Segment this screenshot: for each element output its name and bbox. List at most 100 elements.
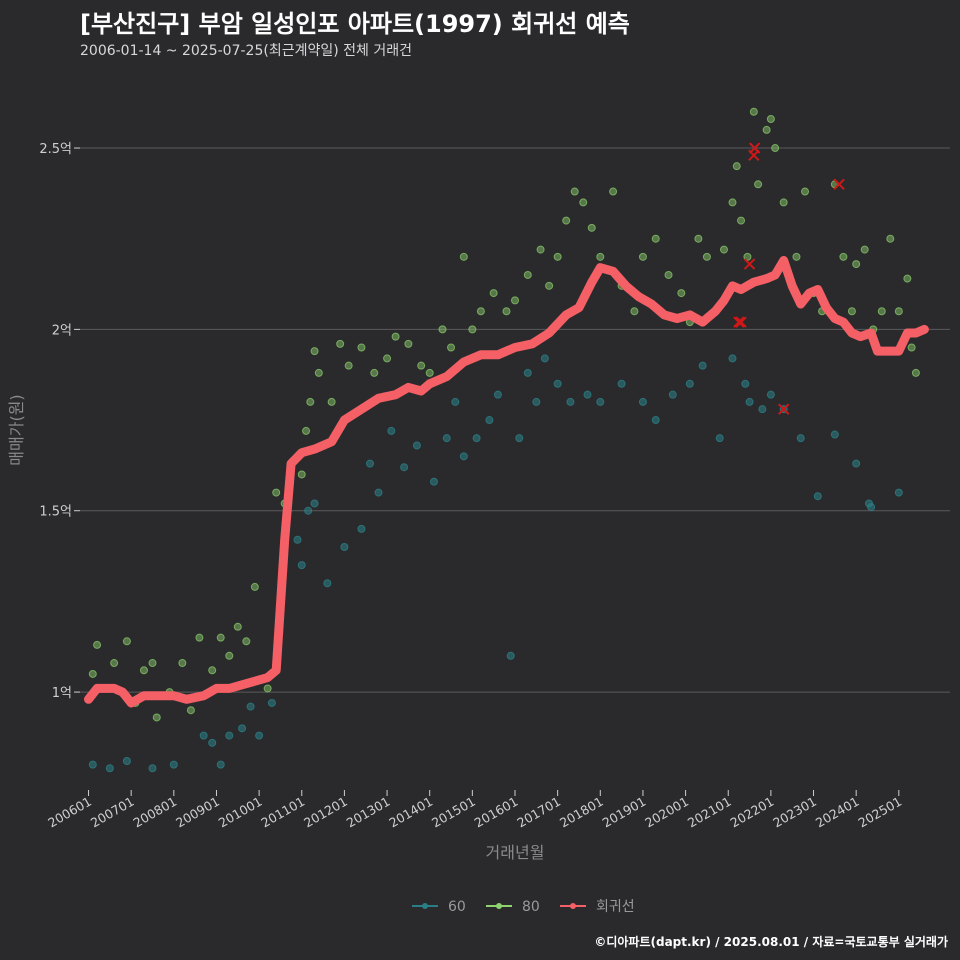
point-60	[668, 390, 677, 399]
point-60	[216, 760, 225, 769]
point-80	[417, 361, 426, 370]
point-60	[238, 724, 247, 733]
point-80	[749, 107, 758, 116]
cancel-stroke	[748, 142, 761, 154]
x-tick-label: 202301	[770, 794, 819, 831]
cancel-mark	[733, 316, 745, 328]
point-60	[715, 434, 724, 443]
y-axis: 1억 1.5억 2억 2.5억	[39, 142, 80, 701]
point-80	[233, 622, 242, 631]
legend-item-80: 80	[486, 899, 540, 915]
x-tick-label: 201501	[429, 794, 478, 831]
point-60	[340, 542, 349, 551]
regression-line	[84, 256, 929, 708]
legend-label: 60	[448, 899, 466, 915]
point-80	[306, 397, 315, 406]
point-80	[314, 368, 323, 377]
legend-label: 회귀선	[596, 899, 635, 915]
point-60	[387, 426, 396, 435]
x-tick-label: 201101	[258, 794, 307, 831]
point-80	[907, 343, 916, 352]
point-80	[178, 659, 187, 668]
x-tick-label: 201801	[557, 794, 606, 831]
point-60	[506, 651, 515, 660]
point-60	[867, 503, 876, 512]
cancel-mark	[777, 403, 790, 415]
point-80	[511, 296, 519, 305]
point-60	[852, 459, 861, 468]
point-80	[570, 187, 579, 196]
x-tick-label: 200601	[45, 794, 94, 831]
point-60	[357, 524, 366, 533]
point-80	[545, 281, 554, 290]
point-60	[596, 397, 605, 406]
point-80	[743, 252, 752, 261]
point-80	[139, 666, 148, 675]
legend-swatch-dot	[422, 903, 428, 909]
point-80	[122, 637, 131, 646]
point-80	[536, 245, 545, 254]
point-80	[297, 470, 306, 479]
cancelled-marks	[733, 142, 845, 415]
point-80	[263, 684, 272, 693]
point-60	[366, 459, 374, 468]
point-80	[694, 234, 703, 243]
point-60	[255, 731, 264, 740]
point-80	[459, 252, 468, 261]
point-80	[476, 307, 485, 316]
point-80	[327, 397, 336, 406]
point-80	[771, 144, 780, 153]
point-80	[250, 582, 259, 591]
chart-title: [부산진구] 부암 일성인포 아파트(1997) 회귀선 예측	[80, 10, 630, 38]
legend-item-60: 60	[412, 899, 466, 915]
point-80	[630, 307, 639, 316]
point-80	[225, 651, 234, 660]
point-80	[93, 640, 102, 649]
point-80	[438, 325, 447, 334]
point-60	[122, 756, 131, 765]
point-60	[105, 764, 114, 773]
point-60	[698, 361, 707, 370]
point-60	[412, 441, 421, 450]
y-axis-title: 매매가(원)	[7, 394, 26, 465]
point-60	[429, 477, 438, 486]
point-60	[88, 760, 97, 769]
point-60	[830, 430, 839, 439]
cancel-stroke	[735, 316, 747, 328]
cancel-mark	[743, 258, 756, 270]
cancel-stroke	[733, 316, 745, 328]
point-60	[304, 506, 313, 515]
point-60	[459, 452, 468, 461]
x-tick-label: 201301	[344, 794, 393, 831]
point-60	[651, 416, 660, 425]
point-60	[451, 397, 460, 406]
point-80	[310, 347, 319, 356]
point-60	[208, 738, 217, 747]
point-60	[796, 434, 805, 443]
x-tick-label: 200801	[130, 794, 179, 831]
point-60	[472, 434, 481, 443]
point-80	[553, 252, 562, 261]
x-tick-label: 200901	[173, 794, 222, 831]
point-80	[242, 637, 251, 646]
point-80	[523, 270, 532, 279]
point-80	[664, 270, 673, 279]
y-tick-label: 1.5억	[39, 505, 72, 520]
point-60	[225, 731, 234, 740]
point-80	[762, 125, 771, 134]
point-80	[110, 659, 119, 668]
point-80	[719, 245, 728, 254]
point-80	[391, 332, 400, 341]
point-80	[852, 260, 861, 269]
cancel-stroke	[777, 403, 790, 415]
point-80	[370, 368, 379, 377]
x-axis: 2006012007012008012009012010012011012012…	[45, 790, 904, 830]
point-60	[515, 434, 524, 443]
point-60	[323, 579, 332, 588]
point-60	[758, 405, 767, 414]
x-tick-label: 201901	[600, 794, 649, 831]
point-60	[553, 379, 562, 388]
x-tick-label: 201701	[514, 794, 563, 831]
point-60	[766, 390, 775, 399]
x-tick-label: 201601	[472, 794, 521, 831]
